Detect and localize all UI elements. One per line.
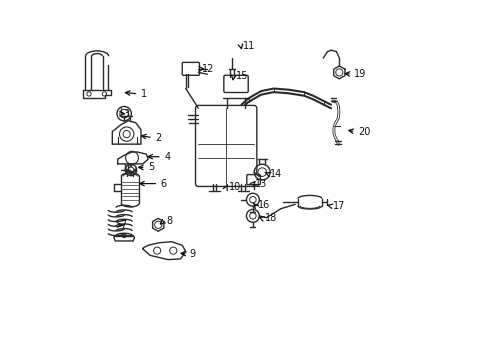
- Text: 16: 16: [258, 200, 270, 210]
- Text: 9: 9: [190, 248, 196, 258]
- Text: 18: 18: [265, 213, 277, 223]
- Polygon shape: [143, 242, 186, 260]
- Text: 13: 13: [255, 179, 267, 189]
- Text: 3: 3: [123, 109, 129, 119]
- Text: 2: 2: [155, 133, 162, 143]
- Text: 12: 12: [202, 64, 214, 74]
- FancyBboxPatch shape: [196, 105, 257, 186]
- Text: 7: 7: [121, 220, 127, 230]
- Polygon shape: [114, 235, 135, 241]
- Text: 11: 11: [243, 41, 255, 50]
- Circle shape: [134, 169, 136, 171]
- FancyBboxPatch shape: [182, 62, 199, 75]
- Text: 8: 8: [166, 216, 172, 226]
- Polygon shape: [118, 152, 148, 164]
- Text: 19: 19: [354, 69, 367, 79]
- Text: 4: 4: [164, 152, 171, 162]
- Circle shape: [125, 169, 128, 171]
- Text: 14: 14: [270, 168, 282, 179]
- FancyBboxPatch shape: [224, 75, 248, 93]
- Text: 1: 1: [141, 89, 147, 99]
- Text: 15: 15: [236, 71, 248, 81]
- Polygon shape: [112, 121, 141, 144]
- Text: 5: 5: [148, 162, 154, 172]
- Polygon shape: [334, 66, 345, 79]
- FancyBboxPatch shape: [247, 175, 260, 185]
- Text: 17: 17: [333, 201, 345, 211]
- Circle shape: [130, 165, 132, 167]
- Polygon shape: [83, 90, 111, 98]
- Text: 6: 6: [161, 179, 167, 189]
- Circle shape: [130, 173, 132, 175]
- Text: 10: 10: [229, 182, 241, 192]
- Text: 20: 20: [358, 127, 370, 136]
- Polygon shape: [152, 219, 164, 231]
